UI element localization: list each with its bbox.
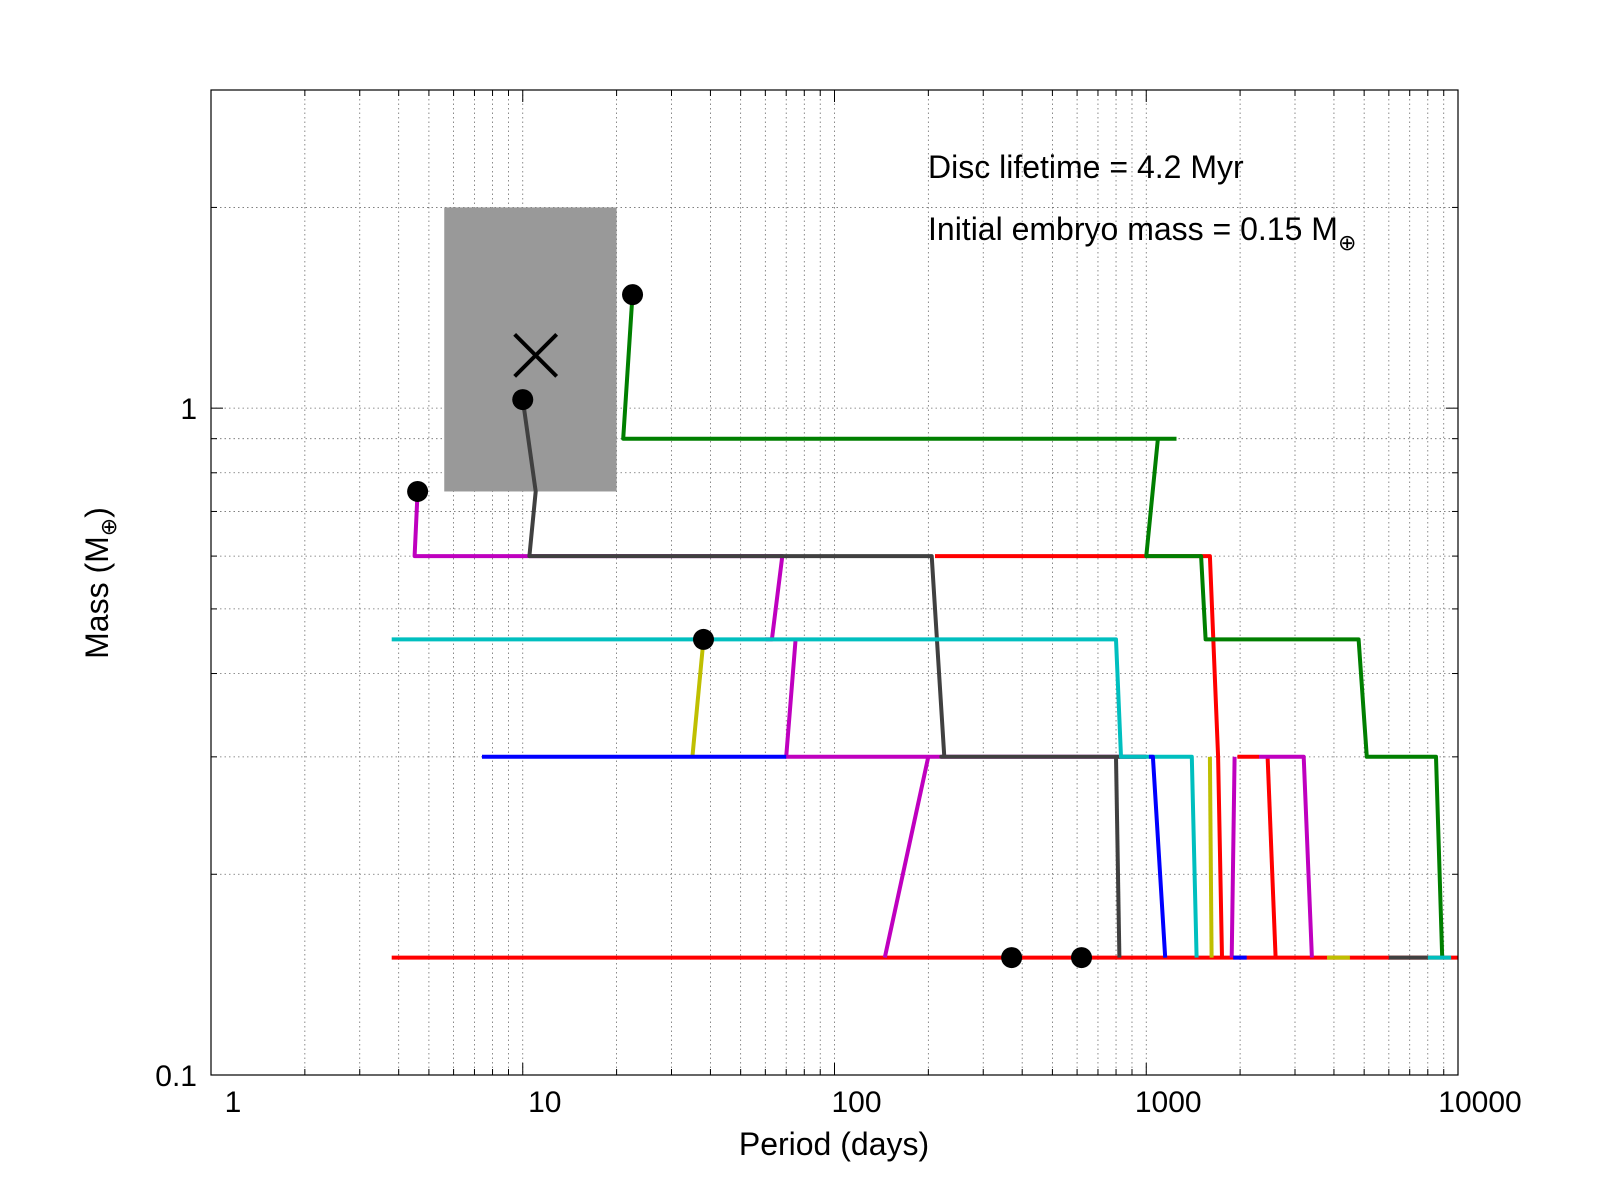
marker-layer	[407, 284, 1093, 969]
series-line-17	[1207, 756, 1214, 958]
x-tick-label-0: 1	[225, 1086, 242, 1119]
series-line-1	[935, 554, 1224, 958]
final-planet-dot-5	[1071, 947, 1093, 969]
series-line-16	[690, 639, 706, 757]
final-planet-dot-1	[512, 389, 534, 411]
x-axis-title: Period (days)	[739, 1126, 929, 1162]
y-axis-title-end: )	[79, 507, 115, 518]
y-tick-label-0: 0.1	[155, 1060, 197, 1093]
series-layer	[391, 294, 1458, 960]
x-tick-label-1: 10	[528, 1086, 561, 1119]
series-line-8	[1259, 754, 1314, 958]
x-tick-label-2: 100	[831, 1086, 881, 1119]
series-line-10	[1114, 756, 1122, 958]
series-line-13	[1144, 438, 1445, 958]
x-tick-label-4: 10000	[1438, 1086, 1521, 1119]
series-line-14	[391, 637, 1199, 958]
annotation-embryo-mass-sub: ⊕	[1338, 230, 1356, 255]
annotation-disc-lifetime: Disc lifetime = 4.2 Myr	[928, 149, 1244, 185]
series-line-20	[1148, 754, 1168, 958]
y-axis-title-sub: ⊕	[96, 518, 121, 536]
y-axis-title: Mass (M⊕)	[79, 507, 121, 659]
observed-planet-cross-b	[513, 332, 559, 378]
series-line-2	[1265, 756, 1278, 958]
series-line-7	[1229, 756, 1237, 958]
final-planet-dot-3	[692, 628, 714, 650]
y-tick-label-1: 1	[180, 393, 197, 426]
x-tick-label-3: 1000	[1135, 1086, 1202, 1119]
series-line-12	[621, 294, 1177, 441]
annotation-embryo-mass: Initial embryo mass = 0.15 M⊕	[928, 211, 1356, 255]
final-planet-dot-4	[1001, 947, 1023, 969]
series-line-6	[882, 756, 931, 959]
y-axis-title-main: Mass (M	[79, 536, 115, 659]
annotation-embryo-mass-main: Initial embryo mass = 0.15 M	[928, 211, 1338, 247]
x-tick-labels: 1 10 100 1000 10000	[225, 1086, 1522, 1119]
final-planet-dot-2	[622, 284, 644, 306]
series-line-9	[520, 399, 1147, 759]
tick-layer	[210, 89, 1459, 1076]
y-tick-labels: 0.11	[155, 393, 197, 1093]
final-planet-dot-0	[407, 480, 429, 502]
